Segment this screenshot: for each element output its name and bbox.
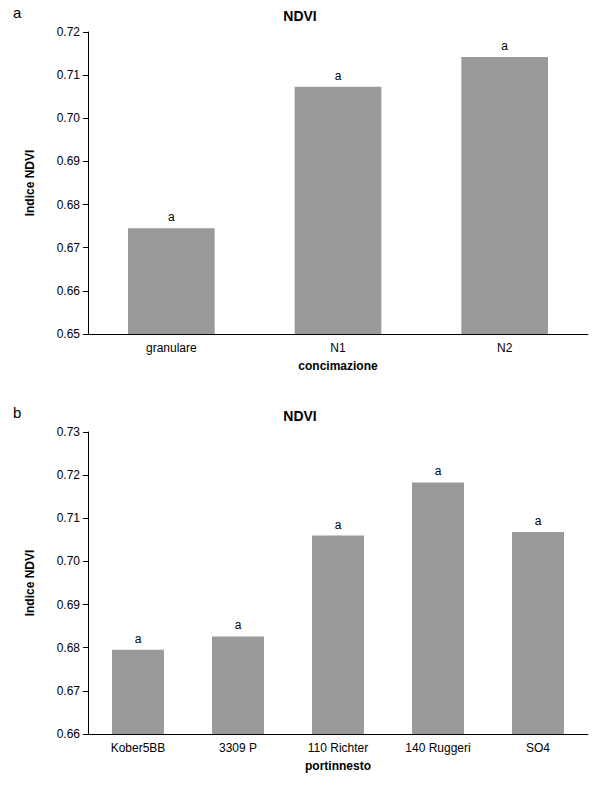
svg-text:NDVI: NDVI xyxy=(283,408,316,424)
svg-text:0.68: 0.68 xyxy=(57,198,81,212)
svg-text:a: a xyxy=(13,4,22,21)
svg-text:NDVI: NDVI xyxy=(283,8,316,24)
svg-text:b: b xyxy=(13,404,21,421)
svg-text:0.72: 0.72 xyxy=(57,25,81,39)
svg-text:0.66: 0.66 xyxy=(57,284,81,298)
svg-text:SO4: SO4 xyxy=(526,741,550,755)
svg-text:a: a xyxy=(135,632,142,646)
svg-text:a: a xyxy=(235,618,242,632)
svg-text:a: a xyxy=(435,464,442,478)
svg-text:0.65: 0.65 xyxy=(57,327,81,341)
svg-text:0.70: 0.70 xyxy=(57,554,81,568)
svg-text:N2: N2 xyxy=(497,341,513,355)
svg-text:0.69: 0.69 xyxy=(57,154,81,168)
svg-text:0.72: 0.72 xyxy=(57,468,81,482)
svg-text:0.67: 0.67 xyxy=(57,684,81,698)
svg-text:140 Ruggeri: 140 Ruggeri xyxy=(405,741,470,755)
svg-text:granulare: granulare xyxy=(146,341,197,355)
svg-text:0.71: 0.71 xyxy=(57,68,81,82)
svg-text:a: a xyxy=(335,518,342,532)
svg-text:0.66: 0.66 xyxy=(57,727,81,741)
svg-text:0.67: 0.67 xyxy=(57,241,81,255)
svg-text:portinnesto: portinnesto xyxy=(305,759,371,773)
svg-text:a: a xyxy=(535,514,542,528)
svg-text:0.73: 0.73 xyxy=(57,425,81,439)
svg-text:N1: N1 xyxy=(330,341,346,355)
svg-text:0.69: 0.69 xyxy=(57,598,81,612)
svg-text:110 Richter: 110 Richter xyxy=(308,741,368,755)
svg-text:0.70: 0.70 xyxy=(57,111,81,125)
svg-text:Indice NDVI: Indice NDVI xyxy=(23,550,37,617)
svg-text:a: a xyxy=(501,39,508,53)
svg-text:3309 P: 3309 P xyxy=(219,741,257,755)
svg-text:Kober5BB: Kober5BB xyxy=(111,741,166,755)
svg-text:a: a xyxy=(168,210,175,224)
svg-text:0.68: 0.68 xyxy=(57,641,81,655)
svg-text:concimazione: concimazione xyxy=(298,359,378,373)
svg-text:Indice NDVI: Indice NDVI xyxy=(23,150,37,217)
svg-text:0.71: 0.71 xyxy=(57,511,81,525)
svg-text:a: a xyxy=(335,69,342,83)
